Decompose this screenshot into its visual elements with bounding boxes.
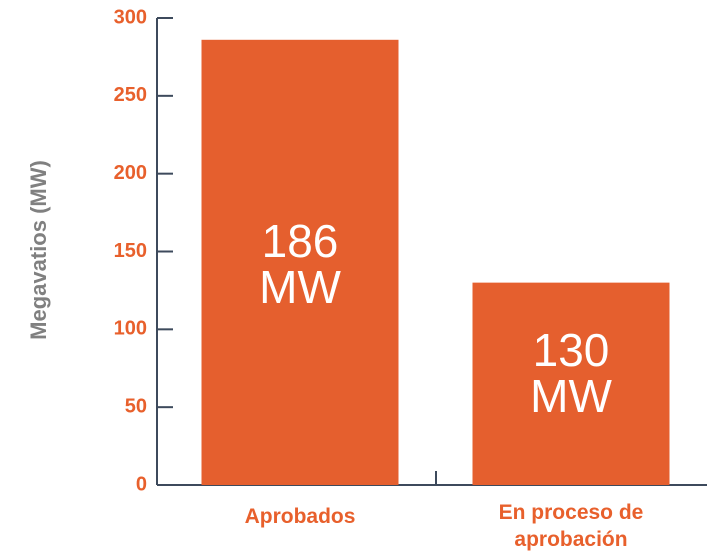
bar-annotation: 130 MW xyxy=(530,324,612,422)
y-tick-label: 100 xyxy=(114,318,147,340)
bar xyxy=(472,282,670,485)
y-tick-label: 50 xyxy=(125,395,147,417)
y-tick-label: 0 xyxy=(136,473,147,495)
y-tick-label: 300 xyxy=(114,6,147,28)
bar-annotation: 186 MW xyxy=(259,215,341,313)
bar xyxy=(201,39,399,485)
y-tick-label: 150 xyxy=(114,240,147,262)
y-tick-label: 200 xyxy=(114,162,147,184)
x-tick-label: Aprobados xyxy=(244,505,356,528)
y-tick-label: 250 xyxy=(114,84,147,106)
y-axis-title: Megavatios (MW) xyxy=(26,160,51,340)
x-tick-label: En proceso de aprobación xyxy=(498,501,644,551)
